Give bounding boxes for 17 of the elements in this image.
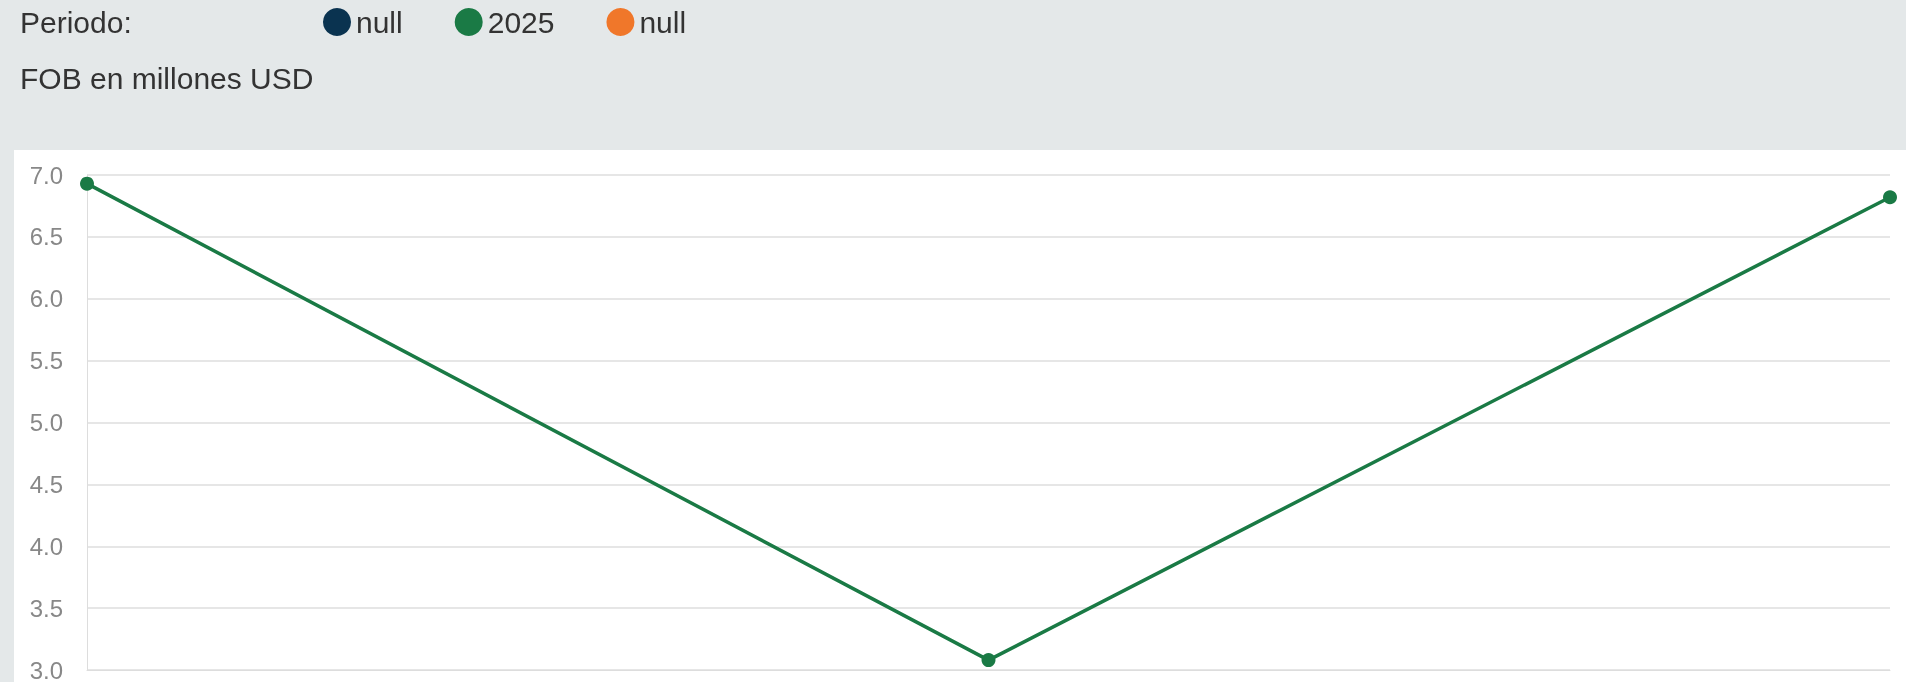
y-axis-title: FOB en millones USD bbox=[20, 61, 314, 95]
point bbox=[981, 653, 996, 668]
point bbox=[80, 176, 94, 191]
y-tick-label: 6.5 bbox=[29, 223, 63, 251]
y-tick-label: 4.5 bbox=[29, 470, 63, 498]
y-tick-label: 3.0 bbox=[29, 656, 63, 682]
y-tick-label: 7.0 bbox=[29, 161, 63, 189]
y-tick-label: 4.0 bbox=[29, 532, 63, 560]
point bbox=[1883, 190, 1897, 205]
legend-label: 2025 bbox=[487, 5, 555, 39]
legend-label: null bbox=[356, 5, 403, 39]
y-tick-label: 3.5 bbox=[29, 594, 63, 622]
y-tick-label: 6.0 bbox=[29, 285, 63, 313]
legend-label: null bbox=[639, 5, 687, 39]
y-tick-label: 5.5 bbox=[29, 347, 63, 375]
y-tick-label: 5.0 bbox=[29, 409, 63, 436]
legend-title: Periodo: bbox=[20, 5, 132, 39]
